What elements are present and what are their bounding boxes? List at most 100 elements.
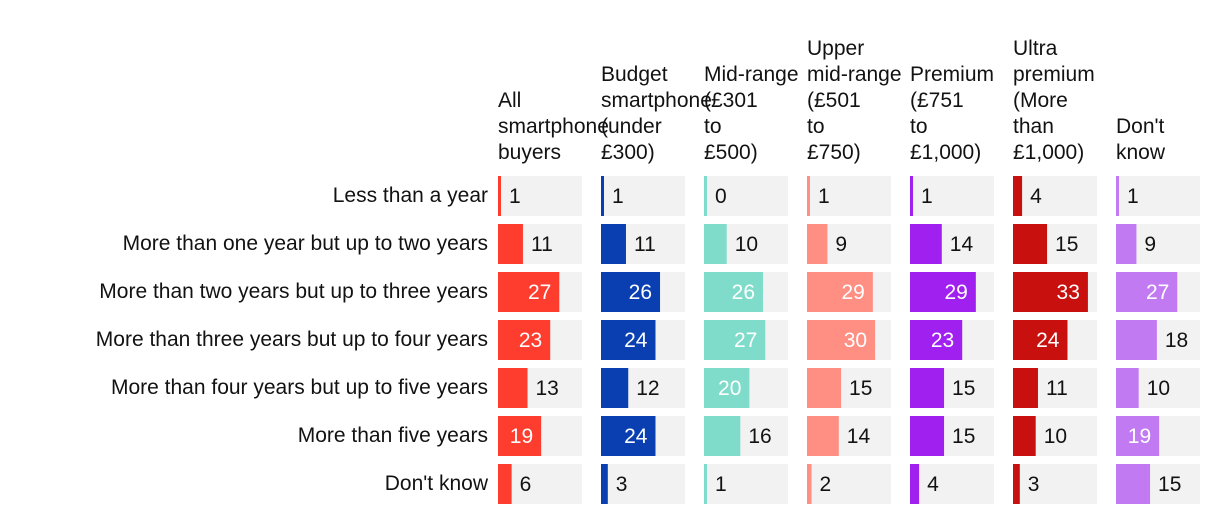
category-label: Don't know [384, 472, 488, 495]
bar [601, 176, 604, 216]
bar [807, 320, 876, 360]
data-label: 29 [841, 281, 864, 304]
column-header: Ultra premium (More than £1,000) [1013, 0, 1131, 166]
bar [1013, 464, 1020, 504]
bar [910, 320, 963, 360]
bar [1116, 224, 1137, 264]
bar-track [910, 464, 994, 504]
series-name: All smartphone buyers [498, 89, 609, 164]
data-label: 24 [624, 329, 648, 352]
series-name: Premium (£751 to £1,000) [910, 63, 995, 164]
category-label: More than five years [297, 424, 488, 447]
column-header: Upper mid-range (£501 to £750) [807, 0, 925, 166]
bar [910, 224, 942, 264]
column-header: All smartphone buyers [498, 0, 616, 166]
data-label: 19 [1128, 425, 1151, 448]
bar [1116, 176, 1119, 216]
data-label: 23 [931, 329, 954, 352]
bar-track [1116, 176, 1200, 216]
bar [1116, 320, 1157, 360]
bar [1013, 224, 1048, 264]
data-label: 9 [835, 233, 847, 256]
bar [704, 320, 766, 360]
bar-track [1013, 176, 1097, 216]
data-label: 27 [734, 329, 757, 352]
data-label: 18 [1165, 329, 1188, 352]
bar [1013, 176, 1023, 216]
data-label: 1 [509, 185, 521, 208]
column-header: Don't know [1116, 0, 1220, 166]
category-label: More than three years but up to four yea… [95, 328, 488, 351]
data-label: 1 [921, 185, 933, 208]
data-label: 11 [531, 233, 553, 256]
bar [1013, 368, 1038, 408]
data-label: 6 [520, 473, 532, 496]
data-label: 15 [952, 377, 975, 400]
bar-track [807, 464, 891, 504]
data-label: 27 [528, 281, 551, 304]
bar [1013, 320, 1068, 360]
bar [807, 224, 828, 264]
data-label: 14 [847, 425, 871, 448]
data-label: 10 [1044, 425, 1067, 448]
category-label: More than two years but up to three year… [99, 280, 488, 303]
bar [1013, 416, 1036, 456]
bar-track [498, 464, 582, 504]
bar [704, 416, 741, 456]
bar [498, 320, 551, 360]
data-label: 15 [1055, 233, 1078, 256]
data-label: 9 [1144, 233, 1156, 256]
column-header: Budget smartphone (under £300) [601, 0, 719, 166]
data-label: 30 [844, 329, 867, 352]
bar [807, 368, 842, 408]
data-label: 27 [1146, 281, 1169, 304]
bar [910, 176, 913, 216]
bar [498, 464, 512, 504]
bar-track [704, 176, 788, 216]
bar [807, 416, 839, 456]
bar [704, 464, 707, 504]
bar [498, 368, 528, 408]
data-label: 1 [715, 473, 727, 496]
data-label: 19 [510, 425, 533, 448]
data-label: 1 [818, 185, 830, 208]
series-name: Ultra premium (More than £1,000) [1013, 37, 1095, 164]
bar-track [704, 464, 788, 504]
bar-track [910, 176, 994, 216]
data-label: 12 [636, 377, 659, 400]
data-label: 29 [944, 281, 967, 304]
bar [498, 176, 501, 216]
series-name: Budget smartphone (under £300) [601, 63, 712, 164]
bar [498, 416, 542, 456]
bar [601, 368, 629, 408]
bar [910, 464, 920, 504]
bar [910, 272, 976, 312]
data-label: 24 [624, 425, 648, 448]
data-label: 24 [1036, 329, 1060, 352]
category-label: Less than a year [332, 184, 488, 207]
bar [601, 272, 661, 312]
bar [498, 224, 523, 264]
data-label: 4 [927, 473, 939, 496]
bar [910, 368, 945, 408]
bar-track [601, 176, 685, 216]
data-label: 3 [1028, 473, 1040, 496]
bar [1116, 464, 1151, 504]
bar-track [807, 176, 891, 216]
category-label: More than one year but up to two years [122, 232, 488, 255]
bar [601, 416, 656, 456]
data-label: 13 [536, 377, 559, 400]
data-label: 3 [616, 473, 628, 496]
column-header: Premium (£751 to £1,000) [910, 0, 1028, 166]
data-label: 1 [612, 185, 624, 208]
bar [704, 224, 727, 264]
bar [1116, 368, 1139, 408]
data-label: 20 [718, 377, 741, 400]
data-label: 16 [748, 425, 771, 448]
data-label: 0 [715, 185, 727, 208]
bar-track [1013, 464, 1097, 504]
column-header: Mid-range (£301 to £500) [704, 0, 822, 166]
data-label: 15 [1158, 473, 1181, 496]
bar [1116, 416, 1160, 456]
